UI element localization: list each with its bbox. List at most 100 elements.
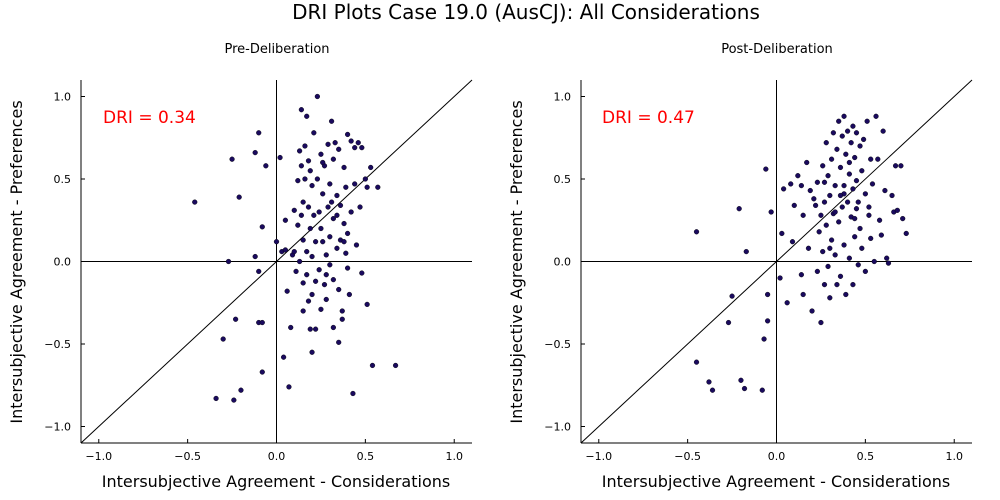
scatter-point bbox=[339, 308, 345, 314]
scatter-point bbox=[880, 128, 886, 134]
scatter-point bbox=[855, 199, 861, 205]
scatter-point bbox=[309, 349, 315, 355]
scatter-point bbox=[298, 107, 304, 113]
scatter-point bbox=[788, 181, 794, 187]
diagonal-line bbox=[580, 79, 973, 444]
scatter-point bbox=[343, 184, 349, 190]
scatter-point bbox=[192, 199, 198, 205]
scatter-point bbox=[334, 212, 340, 218]
scatter-point bbox=[768, 209, 774, 215]
scatter-point bbox=[894, 207, 900, 213]
scatter-point bbox=[320, 191, 326, 197]
scatter-point bbox=[743, 249, 749, 255]
scatter-point bbox=[328, 118, 335, 124]
scatter-point bbox=[252, 253, 258, 260]
scatter-point bbox=[800, 291, 806, 298]
scatter-point bbox=[706, 379, 712, 385]
scatter-point bbox=[316, 209, 322, 215]
scatter-point bbox=[846, 159, 852, 166]
scatter-point bbox=[353, 242, 360, 248]
scatter-point bbox=[832, 252, 838, 258]
scatter-point bbox=[318, 151, 324, 157]
scatter-point bbox=[282, 217, 288, 223]
scatter-point bbox=[795, 173, 801, 179]
scatter-point bbox=[307, 225, 313, 232]
scatter-point bbox=[823, 222, 829, 228]
scatter-point bbox=[836, 219, 842, 225]
scatter-point bbox=[302, 143, 308, 149]
x-tick-label: 1.0 bbox=[945, 450, 963, 463]
scatter-point bbox=[889, 192, 895, 199]
scatter-point bbox=[853, 206, 860, 212]
dri-annotation: DRI = 0.34 bbox=[103, 108, 196, 128]
tick-group: −1.0 −0.5 0.0 0.5 1.0 −1.0 −0.5 0.0 0.5 1.0 bbox=[44, 91, 463, 464]
y-axis-label: Intersubjective Agreement - Preferences bbox=[507, 100, 526, 423]
x-tick-label: 0.5 bbox=[357, 450, 375, 463]
x-tick-label: −0.5 bbox=[674, 450, 701, 463]
scatter-point bbox=[852, 216, 858, 222]
scatter-point bbox=[281, 354, 287, 360]
scatter-point bbox=[320, 159, 326, 166]
scatter-point bbox=[729, 293, 735, 299]
scatter-point bbox=[825, 263, 831, 270]
scatter-point bbox=[805, 245, 812, 251]
scatter-point bbox=[318, 225, 324, 232]
scatter-point bbox=[375, 184, 381, 190]
scatter-point bbox=[814, 179, 820, 185]
scatter-point bbox=[252, 150, 258, 156]
scatter-point bbox=[305, 204, 312, 210]
scatter-point bbox=[336, 286, 342, 293]
scatter-point bbox=[862, 191, 868, 197]
scatter-point bbox=[841, 183, 847, 189]
scatter-point bbox=[741, 385, 748, 392]
scatter-point bbox=[321, 282, 328, 288]
scatter-point bbox=[368, 164, 374, 171]
scatter-point bbox=[855, 262, 861, 268]
scatter-point bbox=[862, 268, 868, 275]
scatter-point bbox=[781, 186, 787, 192]
scatter-point bbox=[295, 178, 301, 184]
scatter-point bbox=[812, 202, 819, 209]
scatter-point bbox=[823, 140, 829, 146]
scatter-point bbox=[238, 387, 244, 393]
scatter-point bbox=[297, 258, 303, 265]
scatter-point bbox=[298, 212, 304, 218]
scatter-point bbox=[900, 216, 906, 222]
scatter-point bbox=[857, 225, 863, 232]
scatter-point bbox=[323, 272, 329, 278]
scatter-point bbox=[759, 387, 765, 393]
scatter-point bbox=[876, 217, 883, 223]
y-tick-label: 0.5 bbox=[554, 173, 572, 186]
scatter-point bbox=[882, 187, 888, 194]
scatter-point bbox=[330, 156, 336, 162]
scatter-point bbox=[860, 136, 867, 143]
scatter-point bbox=[304, 113, 310, 119]
scatter-point bbox=[709, 387, 716, 393]
scatter-point bbox=[846, 171, 852, 177]
x-tick-label: −1.0 bbox=[85, 450, 112, 463]
scatter-point bbox=[852, 154, 858, 161]
scatter-point bbox=[869, 181, 876, 187]
scatter-point bbox=[807, 187, 813, 194]
scatter-point bbox=[291, 207, 297, 213]
scatter-point bbox=[837, 273, 844, 279]
scatter-point bbox=[820, 163, 826, 169]
scatter-point bbox=[259, 369, 265, 375]
scatter-point bbox=[332, 140, 338, 146]
scatter-point bbox=[256, 130, 262, 136]
scatter-point bbox=[777, 275, 783, 281]
scatter-point bbox=[300, 308, 306, 314]
scatter-points bbox=[192, 93, 399, 403]
scatter-point bbox=[305, 158, 312, 164]
scatter-point bbox=[337, 202, 344, 209]
scatter-point bbox=[309, 253, 315, 260]
scatter-point bbox=[811, 196, 817, 202]
scatter-point bbox=[307, 168, 313, 174]
scatter-point bbox=[327, 234, 333, 240]
scatter-point bbox=[348, 138, 354, 144]
scatter-point bbox=[392, 362, 399, 369]
scatter-point bbox=[859, 245, 865, 251]
scatter-point bbox=[779, 230, 785, 237]
scatter-point bbox=[359, 270, 365, 276]
